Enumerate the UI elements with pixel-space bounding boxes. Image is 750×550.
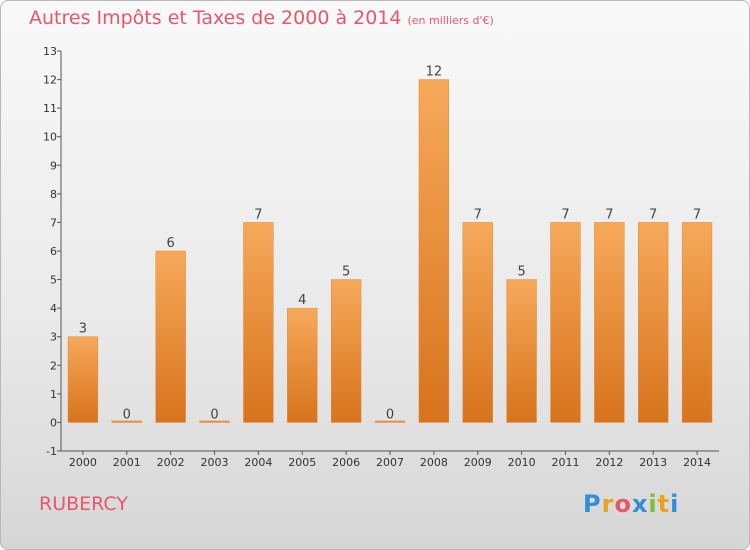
x-tick-label: 2004 <box>244 456 272 469</box>
y-tick-label: 8 <box>50 188 57 201</box>
proxiti-logo: Proxiti <box>583 490 679 518</box>
labels: 3 0 6 0 7 4 5 0 12 7 5 7 7 7 7 <box>79 65 701 423</box>
bar <box>287 307 318 423</box>
commune-name: RUBERCY <box>39 493 128 515</box>
y-tick-label: 2 <box>50 359 57 372</box>
bar <box>418 79 450 423</box>
data-label: 7 <box>649 207 657 222</box>
x-tick-label: 2001 <box>113 456 141 469</box>
logo-letter: t <box>657 490 671 518</box>
chart-title: Autres Impôts et Taxes de 2000 à 2014 (en… <box>29 7 494 29</box>
data-label: 7 <box>561 207 569 222</box>
logo-letter: r <box>601 490 615 518</box>
title-text: Autres Impôts et Taxes de 2000 à 2014 <box>29 7 402 29</box>
logo-letter: i <box>670 490 680 518</box>
data-label: 7 <box>693 207 701 222</box>
bar <box>243 222 274 423</box>
bar <box>506 279 537 423</box>
logo-letter: x <box>631 490 649 518</box>
bar <box>550 222 581 423</box>
data-label: 6 <box>167 236 175 251</box>
bar <box>155 250 186 423</box>
x-tick-label: 2010 <box>508 456 536 469</box>
data-label: 12 <box>426 65 443 80</box>
logo-letter: o <box>614 490 632 518</box>
x-tick-label: 2000 <box>69 456 97 469</box>
bar <box>638 222 669 423</box>
bar <box>199 420 230 423</box>
y-tick-label: 10 <box>43 131 57 144</box>
x-tick-label: 2002 <box>157 456 185 469</box>
x-tick-label: 2007 <box>376 456 404 469</box>
data-label: 5 <box>517 265 525 280</box>
data-label: 3 <box>79 322 87 337</box>
y-tick-label: 13 <box>43 45 57 58</box>
y-tick-label: 3 <box>50 331 57 344</box>
x-tick-label: 2009 <box>464 456 492 469</box>
y-tick-label: 0 <box>50 416 57 429</box>
bar <box>681 222 713 423</box>
x-tick-label: 2008 <box>420 456 448 469</box>
bar <box>330 279 362 423</box>
unit-note: (en milliers d'€) <box>407 14 494 27</box>
y-tick-label: 5 <box>50 274 57 287</box>
bar <box>462 222 493 423</box>
data-label: 0 <box>210 407 218 422</box>
data-label: 7 <box>474 207 482 222</box>
y-tick-label: 6 <box>50 245 57 258</box>
logo-letter: i <box>648 490 658 518</box>
y-tick-label: 12 <box>43 74 57 87</box>
data-label: 7 <box>605 207 613 222</box>
data-label: 0 <box>386 407 394 422</box>
y-tick-label: 9 <box>50 159 57 172</box>
y-tick-label: 7 <box>50 216 57 229</box>
bar <box>374 420 406 423</box>
x-tick-label: 2012 <box>595 456 623 469</box>
x-tick-label: 2003 <box>201 456 229 469</box>
y-tick-label: 11 <box>43 102 57 115</box>
logo-letter: P <box>583 490 602 518</box>
y-tick-label: 4 <box>50 302 57 315</box>
data-label: 0 <box>123 407 131 422</box>
y-tick-label: -1 <box>46 445 57 458</box>
bars <box>67 79 713 423</box>
x-tick-label: 2006 <box>332 456 360 469</box>
x-tick-label: 2011 <box>551 456 579 469</box>
data-label: 5 <box>342 265 350 280</box>
data-label: 4 <box>298 293 306 308</box>
bar <box>111 420 142 423</box>
x-tick-label: 2014 <box>683 456 711 469</box>
bar <box>67 336 99 423</box>
bar <box>594 222 625 423</box>
x-tick-label: 2005 <box>288 456 316 469</box>
data-label: 7 <box>254 207 262 222</box>
y-tick-label: 1 <box>50 388 57 401</box>
x-tick-label: 2013 <box>639 456 667 469</box>
